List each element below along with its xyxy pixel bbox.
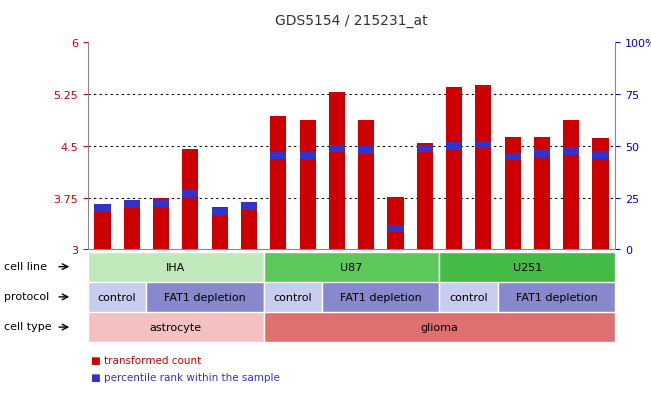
Bar [446,143,462,150]
Bar [563,148,579,155]
Bar [358,121,374,250]
Text: control: control [449,292,488,302]
Text: U87: U87 [340,262,363,272]
Bar [153,200,169,207]
Bar [182,150,199,250]
Bar [299,152,316,160]
Bar [592,138,609,250]
Text: glioma: glioma [421,322,458,332]
Bar [563,121,579,250]
Bar [322,282,439,312]
Text: astrocyte: astrocyte [150,322,202,332]
Text: FAT1 depletion: FAT1 depletion [516,292,598,302]
Bar [264,282,322,312]
Bar [94,205,111,212]
Bar [88,282,146,312]
Bar [446,88,462,250]
Bar [264,252,439,282]
Bar [270,152,286,160]
Bar [124,200,140,250]
Bar [498,282,615,312]
Text: FAT1 depletion: FAT1 depletion [164,292,246,302]
Bar [475,86,492,250]
Text: control: control [273,292,312,302]
Bar [417,143,433,250]
Text: GDS5154 / 215231_at: GDS5154 / 215231_at [275,14,428,28]
Bar [88,312,264,342]
Text: U251: U251 [513,262,542,272]
Bar [387,225,404,233]
Text: FAT1 depletion: FAT1 depletion [340,292,422,302]
Text: control: control [98,292,137,302]
Text: ■ percentile rank within the sample: ■ percentile rank within the sample [91,372,280,382]
Bar [329,146,345,153]
Bar [387,197,404,250]
Bar [475,142,492,149]
Bar [534,150,550,157]
Text: cell type: cell type [3,322,51,332]
Bar [212,207,228,250]
Bar [439,252,615,282]
Bar [94,205,111,250]
Bar [329,93,345,250]
Bar [439,282,498,312]
Bar [505,153,521,161]
Bar [592,152,609,159]
Bar [124,201,140,208]
Text: cell line: cell line [3,261,46,271]
Text: ■ transformed count: ■ transformed count [91,355,201,365]
Bar [270,117,286,250]
Bar [505,138,521,250]
Bar [88,252,264,282]
Bar [212,208,228,216]
Bar [241,203,257,210]
Text: IHA: IHA [166,262,186,272]
Bar [182,190,199,197]
Bar [264,312,615,342]
Bar [299,121,316,250]
Bar [241,204,257,250]
Bar [534,138,550,250]
Bar [153,198,169,250]
Bar [358,147,374,154]
Bar [146,282,264,312]
Text: protocol: protocol [3,292,49,301]
Bar [417,146,433,153]
